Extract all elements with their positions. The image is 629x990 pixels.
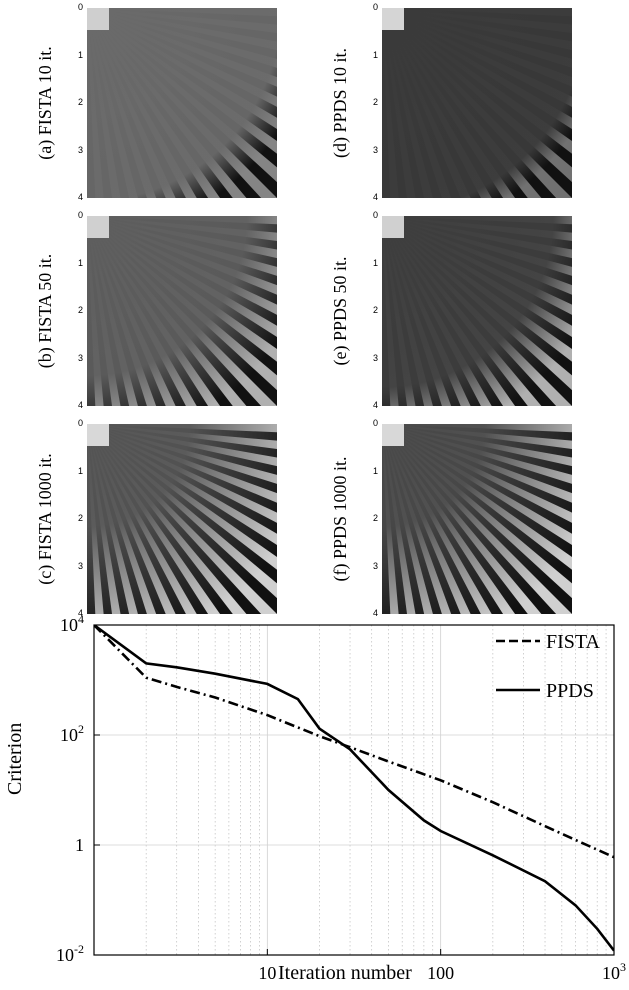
- y-tick-label: 1: [75, 835, 84, 855]
- series-line-ppds: [94, 625, 614, 951]
- x-tick-label: 10: [258, 963, 276, 983]
- y-tick-label: 104: [60, 612, 84, 635]
- legend-label: FISTA: [546, 631, 601, 653]
- y-tick-label: 10-2: [56, 942, 84, 965]
- y-tick-label: 102: [60, 722, 84, 745]
- series-line-fista: [94, 625, 614, 857]
- legend-label: PPDS: [546, 680, 594, 702]
- x-axis-title: Iteration number: [278, 962, 412, 985]
- y-axis-title: Criterion: [4, 723, 27, 795]
- x-tick-label: 103: [602, 960, 626, 983]
- x-tick-label: 100: [427, 963, 454, 983]
- plot-frame: [94, 625, 614, 955]
